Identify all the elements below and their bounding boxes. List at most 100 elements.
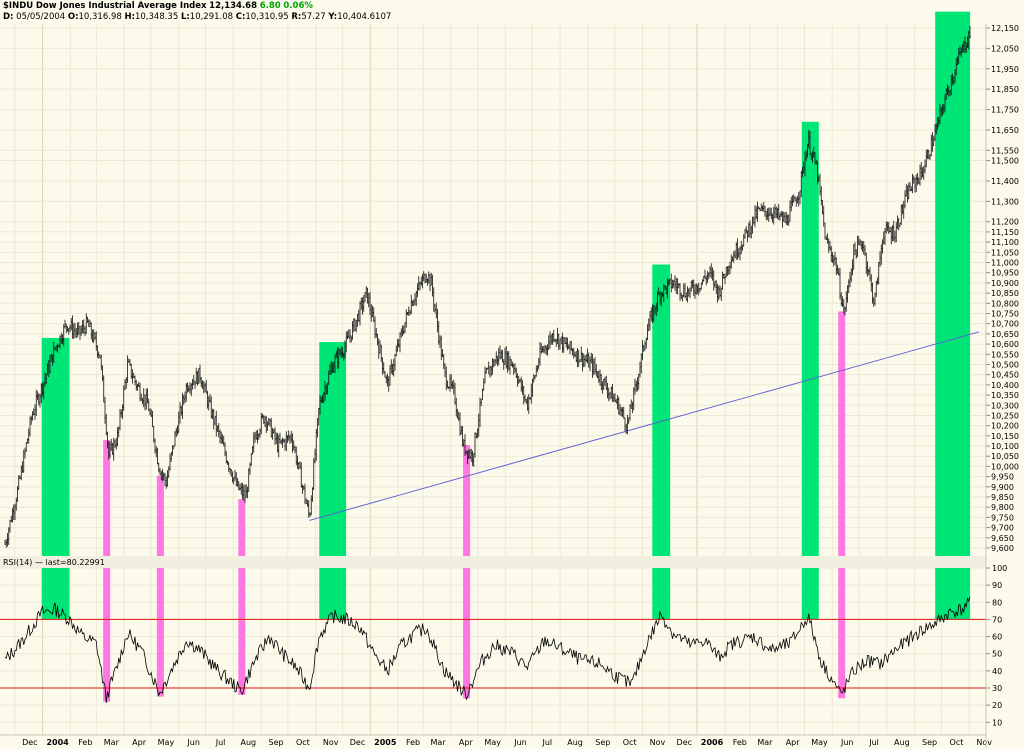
- magenta-bar: [838, 311, 846, 556]
- price-tick-label: 11,300: [991, 197, 1019, 206]
- date-label: D:: [3, 12, 14, 22]
- price-tick-label: 11,100: [991, 238, 1019, 247]
- rsi-green-zone: [935, 568, 971, 620]
- price-tick-label: 10,750: [991, 309, 1019, 318]
- price-tick-label: 10,100: [991, 442, 1019, 451]
- price-tick-label: 11,750: [991, 106, 1019, 115]
- magenta-bar: [156, 475, 164, 556]
- price-tick-label: 10,000: [991, 462, 1019, 471]
- y-label: Y:: [328, 12, 338, 22]
- trendline: [309, 331, 980, 521]
- price-tick-label: 9,900: [991, 483, 1014, 492]
- x-tick-label: Jun: [840, 738, 854, 747]
- range-value: 57.27: [301, 12, 326, 22]
- x-tick-label: Dec: [677, 738, 692, 747]
- price-tick-label: 9,850: [991, 493, 1014, 502]
- date-value: 05/05/2004: [16, 12, 66, 22]
- x-tick-label: Mar: [104, 738, 120, 747]
- x-tick-label: Sep: [269, 738, 284, 747]
- price-tick-label: 9,800: [991, 503, 1014, 512]
- x-tick-label: Apr: [786, 738, 801, 747]
- price-tick-label: 11,050: [991, 248, 1019, 257]
- close-value: 10,310.95: [245, 12, 289, 22]
- price-tick-label: 11,200: [991, 218, 1019, 227]
- x-tick-label: Oct: [296, 738, 310, 747]
- price-change: 6.80: [259, 1, 281, 11]
- y-value: 10,404.6107: [337, 12, 392, 22]
- price-tick-label: 11,400: [991, 177, 1019, 186]
- rsi-series-line: [4, 596, 971, 704]
- x-tick-label: Aug: [567, 738, 583, 747]
- rsi-magenta-bar: [238, 568, 246, 695]
- magenta-bar: [463, 445, 471, 556]
- rsi-tick-label: 100: [992, 564, 1007, 573]
- price-tick-label: 9,600: [991, 544, 1014, 553]
- x-tick-label: Sep: [595, 738, 610, 747]
- x-tick-label: Feb: [733, 738, 747, 747]
- rsi-line: [4, 596, 971, 704]
- price-tick-label: 10,350: [991, 391, 1019, 400]
- x-tick-label: Jun: [513, 738, 527, 747]
- price-tick-label: 10,900: [991, 279, 1019, 288]
- price-tick-label: 12,050: [991, 44, 1019, 53]
- x-tick-label: Aug: [240, 738, 256, 747]
- rsi-green-zone: [801, 568, 819, 620]
- rsi-magenta-bar: [838, 568, 846, 699]
- x-tick-label: Oct: [950, 738, 964, 747]
- x-tick-label: Mar: [431, 738, 447, 747]
- x-tick-label: Feb: [406, 738, 420, 747]
- open-label: O:: [67, 12, 79, 22]
- green-zone: [319, 342, 347, 556]
- rsi-highlight-zones: [41, 568, 971, 702]
- x-tick-label: Sep: [922, 738, 937, 747]
- price-tick-label: 10,250: [991, 411, 1019, 420]
- price-panel-bg: [0, 24, 986, 556]
- price-tick-label: 10,150: [991, 432, 1019, 441]
- price-tick-label: 11,650: [991, 126, 1019, 135]
- green-zone: [41, 337, 70, 556]
- price-tick-label: 10,850: [991, 289, 1019, 298]
- x-tick-label: Apr: [459, 738, 474, 747]
- title-line: $INDU Dow Jones Industrial Average Index…: [3, 1, 313, 12]
- price-tick-label: 11,150: [991, 228, 1019, 237]
- x-tick-label: Mar: [757, 738, 773, 747]
- x-tick-label: Nov: [650, 738, 666, 747]
- x-tick-label: May: [811, 738, 828, 747]
- time-axis: Dec 2004 Feb Mar Apr May Jun Jul Aug Sep Oct Nov Dec…: [22, 738, 992, 747]
- price-tick-label: 11,850: [991, 85, 1019, 94]
- price-tick-label: 10,450: [991, 371, 1019, 380]
- rsi-tick-label: 10: [992, 718, 1002, 727]
- low-value: 10,291.08: [189, 12, 234, 22]
- close-label: C:: [235, 12, 246, 22]
- chart-header: $INDU Dow Jones Industrial Average Index…: [0, 0, 1024, 24]
- price-tick-label: 9,650: [991, 534, 1014, 543]
- x-tick-label: Dec: [22, 738, 37, 747]
- price-tick-label: 9,950: [991, 473, 1014, 482]
- rsi-tick-label: 60: [992, 633, 1002, 642]
- x-tick-label: Jul: [215, 738, 226, 747]
- x-tick-label: May: [484, 738, 501, 747]
- rsi-magenta-bar: [156, 568, 164, 697]
- price-tick-label: 10,650: [991, 330, 1019, 339]
- x-tick-label: Dec: [350, 738, 365, 747]
- price-tick-label: 11,550: [991, 146, 1019, 155]
- rsi-reference-lines: [0, 618, 986, 689]
- price-tick-label: 10,700: [991, 320, 1019, 329]
- open-value: 10,316.98: [78, 12, 122, 22]
- price-tick-label: 11,500: [991, 157, 1019, 166]
- rsi-tick-label: 80: [992, 598, 1002, 607]
- rsi-tick-label: 70: [992, 615, 1002, 624]
- x-tick-label: Nov: [976, 738, 992, 747]
- rsi-magenta-bar: [463, 568, 471, 699]
- index-name: Dow Jones Industrial Average Index: [35, 1, 207, 11]
- rsi-green-zone: [652, 568, 671, 620]
- range-label: R:: [291, 12, 302, 22]
- high-value: 10,348.35: [134, 12, 179, 22]
- price-tick-label: 11,950: [991, 65, 1019, 74]
- price-tick-label: 10,300: [991, 401, 1019, 410]
- rsi-tick-label: 40: [992, 667, 1002, 676]
- rsi-tick-label: 20: [992, 701, 1002, 710]
- price-tick-label: 10,200: [991, 422, 1019, 431]
- price-tick-label: 10,800: [991, 299, 1019, 308]
